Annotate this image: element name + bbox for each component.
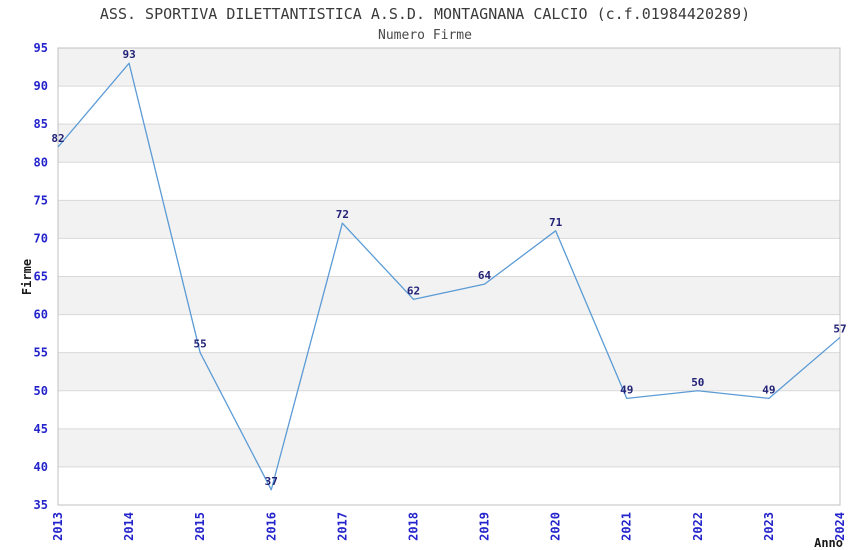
data-point-label: 64 [478,269,492,282]
band [58,200,840,239]
y-tick-label: 75 [34,193,48,207]
data-point-label: 49 [620,383,633,396]
data-point-label: 49 [762,383,775,396]
x-tick-label: 2021 [620,512,634,541]
data-point-label: 93 [122,48,135,61]
x-tick-label: 2017 [335,512,349,541]
plot-border-layer [57,47,841,506]
data-point-label: 71 [549,216,563,229]
y-tick-label: 55 [34,346,48,360]
plot-border [57,47,841,506]
band [58,238,840,277]
x-tick-label: 2020 [549,512,563,541]
x-tick-labels-layer: 2013 2014 2015 2016 2017 2018 2019 2020 2021 2022… [51,512,847,541]
x-tick-label: 2016 [264,512,278,541]
band [58,86,840,125]
x-tick-label: 2023 [762,512,776,541]
band [58,428,840,467]
x-tick-label: 2024 [833,512,847,541]
y-tick-label: 65 [34,270,48,284]
x-tick-label: 2019 [478,512,492,541]
y-tick-label: 35 [34,498,48,512]
x-tick-label: 2022 [691,512,705,541]
data-point-label: 72 [336,208,349,221]
data-point-label: 37 [265,475,278,488]
data-point-label: 55 [194,338,207,351]
band [58,352,840,391]
x-tick-label: 2018 [406,512,420,541]
band [58,276,840,315]
y-tick-label: 50 [34,384,48,398]
band [58,314,840,353]
x-tick-label: 2015 [193,512,207,541]
y-tick-label: 80 [34,155,48,169]
data-point-label: 62 [407,284,420,297]
band [58,48,840,87]
band [58,390,840,429]
chart-subtitle: Numero Firme [378,28,472,43]
data-point-label: 57 [833,322,846,335]
band [58,124,840,163]
data-point-label: 50 [691,376,704,389]
y-axis-title: Firme [20,259,34,295]
y-tick-labels-layer: 35 40 45 50 55 60 65 70 75 80 85 90 95 [34,41,48,512]
y-tick-label: 90 [34,79,48,93]
series-line-layer [57,62,841,491]
y-tick-label: 85 [34,117,48,131]
chart-title: ASS. SPORTIVA DILETTANTISTICA A.S.D. MON… [99,5,751,23]
y-tick-label: 70 [34,231,48,245]
band [58,466,840,505]
y-tick-label: 60 [34,308,48,322]
x-tick-label: 2014 [122,512,136,541]
x-tick-label: 2013 [51,512,65,541]
band [58,162,840,201]
x-axis-title: Anno [814,536,843,550]
series-line [57,62,841,491]
y-tick-label: 45 [34,422,48,436]
y-tick-label: 40 [34,460,48,474]
data-labels-layer: 82 93 55 37 72 62 64 71 49 50 49 57 [51,48,846,488]
bands-layer [58,48,840,505]
data-point-label: 82 [51,132,64,145]
y-tick-label: 95 [34,41,48,55]
